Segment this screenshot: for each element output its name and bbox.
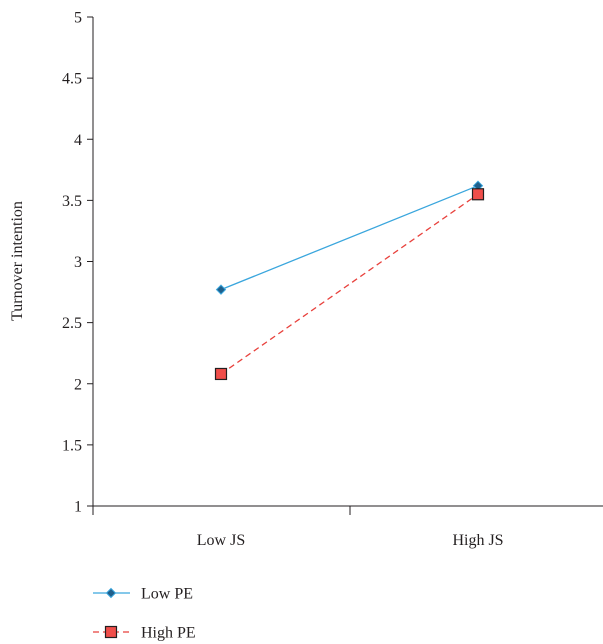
y-tick-label: 2.5	[62, 315, 82, 332]
series-group	[214, 180, 485, 381]
data-point-square	[471, 188, 485, 201]
y-tick-label: 3	[74, 254, 82, 271]
x-tick-label: High JS	[452, 532, 503, 549]
y-tick-group: 1 1.5 2 2.5 3 3.5 4 4.5 5	[62, 10, 93, 516]
data-point-square	[214, 367, 228, 381]
data-point-diamond	[215, 284, 227, 295]
y-tick-label: 4	[74, 132, 82, 149]
y-axis-title: Turnover intention	[9, 201, 26, 321]
series-low-pe	[215, 180, 484, 295]
legend-label: High PE	[141, 625, 196, 642]
series-high-pe	[214, 188, 485, 381]
legend-marker-square	[104, 625, 118, 639]
series-line	[220, 193, 479, 375]
y-tick-label: 4.5	[62, 71, 82, 88]
x-tick-label: Low JS	[197, 532, 245, 549]
legend-item: High PE	[93, 625, 196, 642]
legend-item: Low PE	[93, 586, 193, 603]
y-tick-label: 1.5	[62, 437, 82, 454]
legend: Low PE High PE	[93, 586, 196, 642]
legend-marker-diamond	[105, 587, 117, 599]
series-line	[220, 185, 479, 291]
y-tick-label: 1	[74, 499, 82, 516]
y-tick-label: 5	[74, 10, 82, 27]
y-tick-label: 2	[74, 376, 82, 393]
y-tick-label: 3.5	[62, 193, 82, 210]
legend-label: Low PE	[141, 586, 193, 603]
x-tick-group: Low JS High JS	[92, 506, 504, 549]
